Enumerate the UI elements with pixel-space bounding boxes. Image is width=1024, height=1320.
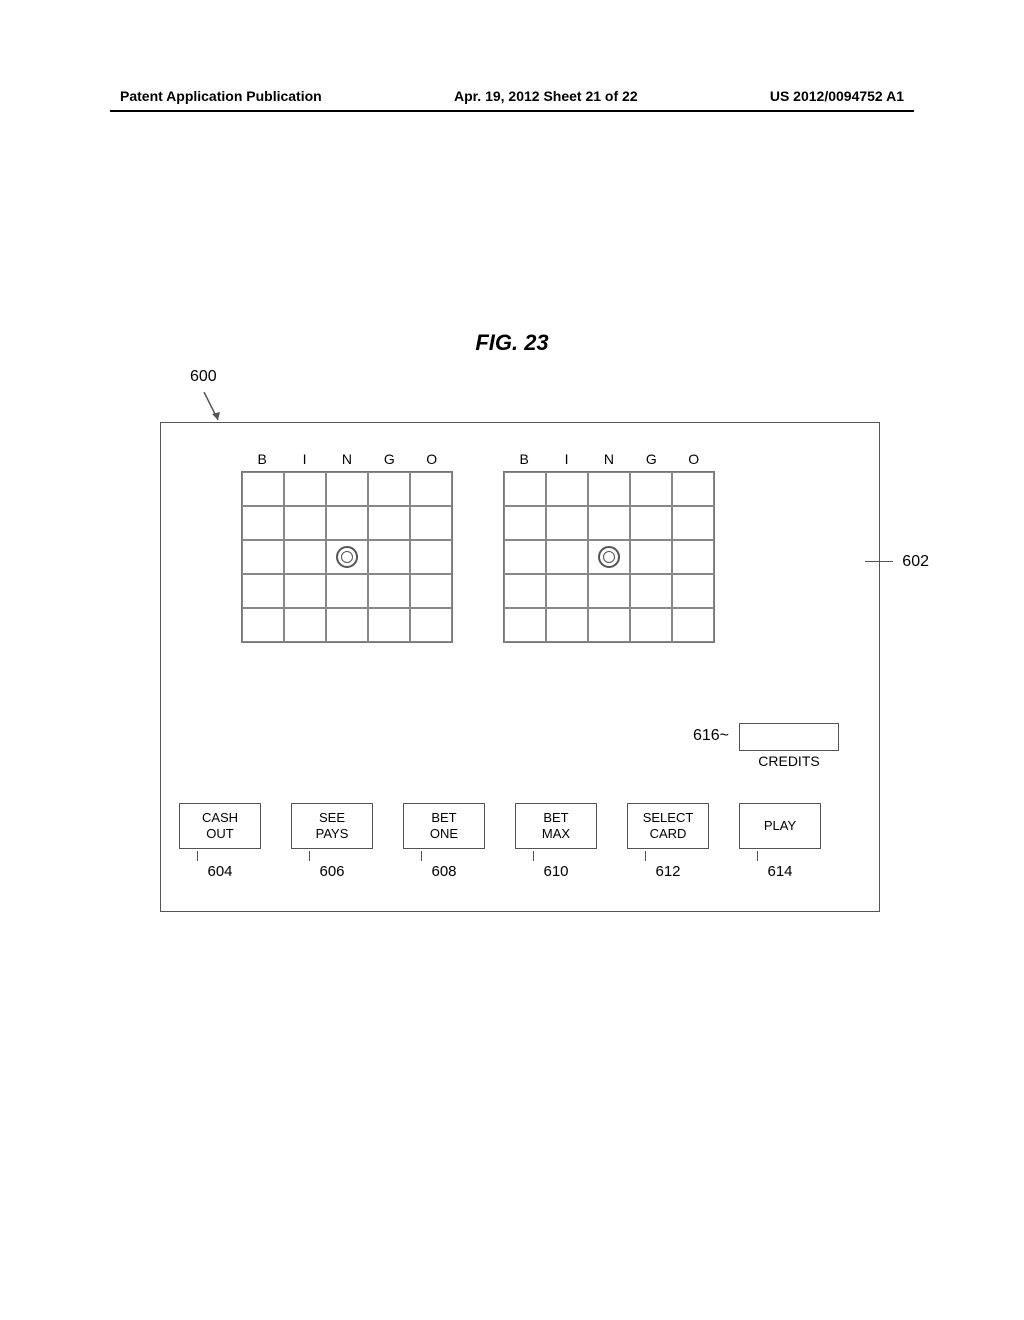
header-center: Apr. 19, 2012 Sheet 21 of 22	[454, 88, 638, 104]
cash-out-button[interactable]: CASHOUT	[179, 803, 261, 849]
col-i: I	[284, 451, 326, 467]
bingo-cell	[368, 506, 410, 540]
bingo-cell	[242, 472, 284, 506]
bingo-cell	[672, 472, 714, 506]
bingo-cell	[284, 574, 326, 608]
ref-606: 606	[291, 863, 373, 880]
select-card-button[interactable]: SELECTCARD	[627, 803, 709, 849]
free-space-icon	[598, 546, 620, 568]
bingo-cell	[546, 608, 588, 642]
bingo-grid-2	[503, 471, 715, 643]
see-pays-button[interactable]: SEEPAYS	[291, 803, 373, 849]
bingo-cell	[672, 540, 714, 574]
bingo-cell	[326, 472, 368, 506]
bingo-cell	[368, 574, 410, 608]
col-g: G	[368, 451, 410, 467]
bingo-cell	[242, 574, 284, 608]
bingo-cell	[284, 472, 326, 506]
figure-title: FIG. 23	[0, 330, 1024, 356]
bingo-cell	[588, 574, 630, 608]
col-b: B	[503, 451, 545, 467]
header-right: US 2012/0094752 A1	[770, 88, 904, 104]
bingo-cell	[630, 574, 672, 608]
bingo-cell	[410, 540, 452, 574]
bingo-cell	[546, 472, 588, 506]
bet-max-button[interactable]: BETMAX	[515, 803, 597, 849]
bingo-cell	[284, 608, 326, 642]
bingo-cell	[326, 608, 368, 642]
bingo-cell	[588, 540, 630, 574]
header-left: Patent Application Publication	[120, 88, 322, 104]
col-n: N	[326, 451, 368, 467]
header-rule	[110, 110, 914, 112]
col-o: O	[411, 451, 453, 467]
bingo-header-2: B I N G O	[503, 451, 715, 467]
bingo-cell	[368, 540, 410, 574]
bingo-cell	[410, 608, 452, 642]
credits-box	[739, 723, 839, 751]
bingo-cell	[672, 574, 714, 608]
col-b: B	[241, 451, 283, 467]
ref-602: 602	[902, 553, 929, 571]
bingo-cell	[504, 506, 546, 540]
bingo-cell	[326, 506, 368, 540]
bet-one-button[interactable]: BETONE	[403, 803, 485, 849]
ref-600: 600	[190, 368, 217, 386]
ref-604: 604	[179, 863, 261, 880]
bingo-cell	[284, 506, 326, 540]
bingo-cell	[284, 540, 326, 574]
bingo-cell	[242, 608, 284, 642]
bingo-cell	[242, 540, 284, 574]
bingo-cell	[410, 506, 452, 540]
ref-610: 610	[515, 863, 597, 880]
bingo-cell	[326, 540, 368, 574]
col-n: N	[588, 451, 630, 467]
bingo-cell	[630, 472, 672, 506]
bingo-cell	[242, 506, 284, 540]
bingo-cell	[672, 506, 714, 540]
bingo-card-2: B I N G O	[503, 451, 715, 643]
button-refs-row: 604 606 608 610 612 614	[179, 863, 897, 880]
ref-602-line	[865, 561, 893, 562]
play-button[interactable]: PLAY	[739, 803, 821, 849]
bingo-cell	[546, 540, 588, 574]
bingo-cell	[504, 472, 546, 506]
bingo-cell	[504, 574, 546, 608]
credits-label: CREDITS	[739, 753, 839, 769]
credits-area: CREDITS	[739, 723, 839, 769]
bingo-cell	[588, 472, 630, 506]
bingo-cell	[410, 574, 452, 608]
bingo-cell	[504, 608, 546, 642]
ref-614: 614	[739, 863, 821, 880]
ref-612: 612	[627, 863, 709, 880]
buttons-row: CASHOUT SEEPAYS BETONE BETMAX SELECTCARD…	[179, 803, 821, 849]
bingo-cell	[504, 540, 546, 574]
col-o: O	[673, 451, 715, 467]
bingo-header-1: B I N G O	[241, 451, 453, 467]
ref-600-arrow	[200, 392, 220, 422]
bingo-cell	[368, 472, 410, 506]
bingo-cell	[630, 506, 672, 540]
bingo-cell	[588, 608, 630, 642]
ref-608: 608	[403, 863, 485, 880]
col-i: I	[546, 451, 588, 467]
bingo-cell	[588, 506, 630, 540]
bingo-cell	[546, 574, 588, 608]
col-g: G	[630, 451, 672, 467]
bingo-cell	[672, 608, 714, 642]
free-space-icon	[336, 546, 358, 568]
bingo-grid-1	[241, 471, 453, 643]
bingo-cell	[368, 608, 410, 642]
bingo-cards-row: B I N G O B I N G O	[241, 451, 715, 643]
bingo-cell	[630, 540, 672, 574]
page-header: Patent Application Publication Apr. 19, …	[0, 88, 1024, 104]
bingo-cell	[410, 472, 452, 506]
bingo-cell	[546, 506, 588, 540]
bingo-cell	[630, 608, 672, 642]
bingo-cell	[326, 574, 368, 608]
bingo-card-1: B I N G O	[241, 451, 453, 643]
ref-616: 616~	[693, 727, 729, 745]
screen-box: B I N G O B I N G O 602	[160, 422, 880, 912]
